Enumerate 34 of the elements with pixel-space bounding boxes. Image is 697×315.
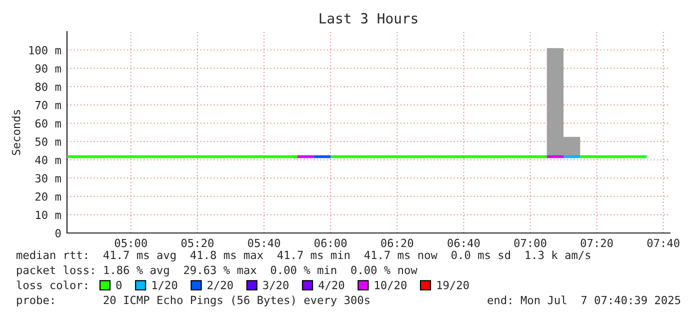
legend-label: 3/20 <box>263 280 288 290</box>
legend-label: 2/20 <box>208 280 233 290</box>
x-tick-label: 06:20 <box>381 238 414 248</box>
y-tick-label: 100 m <box>29 46 61 54</box>
legend-label: 19/20 <box>437 280 469 290</box>
y-tick-label: 70 m <box>35 100 61 110</box>
y-tick-label: 10 m <box>36 210 61 220</box>
x-tick-label: 05:00 <box>114 238 147 248</box>
text: loss color: <box>16 280 87 290</box>
x-tick-label: 07:20 <box>580 238 613 248</box>
text: median rtt: 41.7 ms avg 41.8 ms max 41.7 ms min 41.7 ms now 0.0 ms sd 1.3 k am/s <box>16 250 590 262</box>
y-tick-label: 90 m <box>35 64 61 73</box>
y-tick-label: 80 m <box>35 82 61 92</box>
legend-label: 1/20 <box>152 280 178 290</box>
x-tick-label: 06:40 <box>448 238 480 248</box>
y-tick-label: 20 m <box>36 192 61 201</box>
x-tick-label: 05:40 <box>248 238 280 248</box>
y-tick-label: 60 m <box>35 119 61 128</box>
y-tick-label: 40 m <box>35 156 61 164</box>
x-tick-label: 06:00 <box>314 238 347 248</box>
y-tick-label: 50 m <box>35 138 61 146</box>
y-tick-label: 30 m <box>35 174 61 183</box>
text: packet loss: 1.86 % avg 29.63 % max 0.00 % min 0.00 % now <box>17 266 418 276</box>
legend-label: 0 <box>116 280 122 290</box>
text: probe: 20 ICMP Echo Pings (56 Bytes) every 300s <box>17 296 370 306</box>
x-tick-label: 07:40 <box>647 238 680 248</box>
x-tick-label: 07:00 <box>514 238 546 248</box>
legend-label: 4/20 <box>318 280 344 290</box>
y-tick-label: 0 <box>55 229 61 238</box>
chart-title: Last 3 Hours <box>320 13 418 24</box>
x-tick-label: 05:20 <box>181 238 214 248</box>
text: end: Mon Jul 7 07:40:39 2025 <box>488 296 680 304</box>
y-axis-title: Seconds <box>12 110 20 156</box>
legend-label: 10/20 <box>375 280 406 290</box>
